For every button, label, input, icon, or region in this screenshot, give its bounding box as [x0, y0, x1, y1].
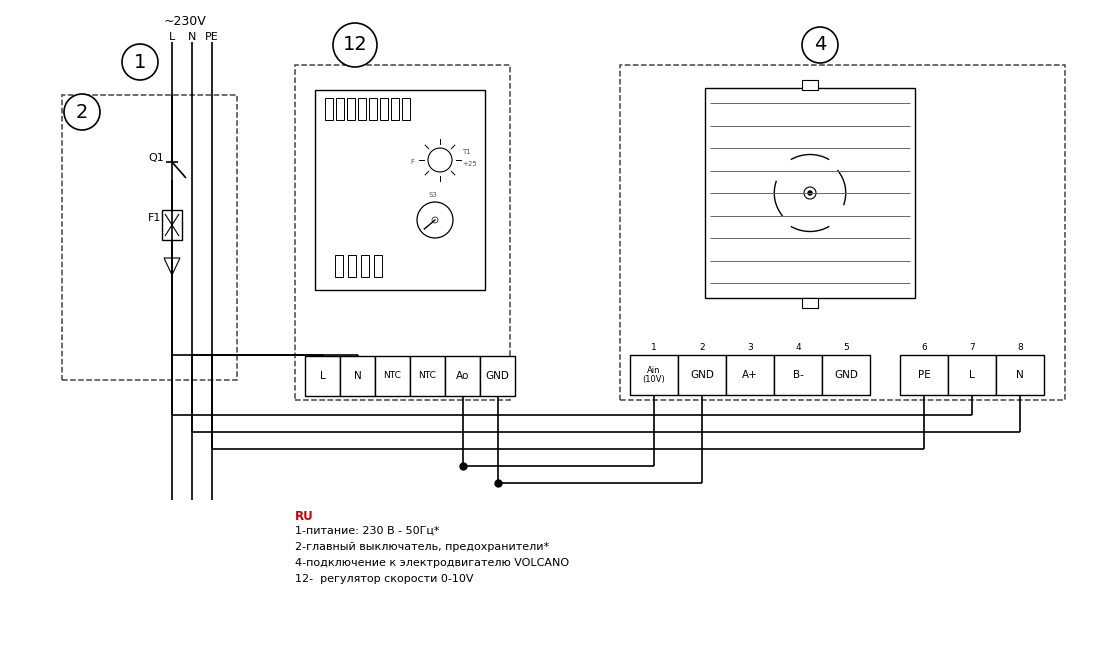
Bar — [402, 98, 410, 120]
Text: +25: +25 — [462, 161, 476, 167]
Circle shape — [802, 27, 838, 63]
Text: NTC: NTC — [418, 371, 436, 380]
Text: L: L — [969, 370, 975, 380]
Bar — [162, 210, 182, 240]
Text: 4-подключение к электродвигателю VOLCANO: 4-подключение к электродвигателю VOLCANO — [295, 558, 569, 568]
Text: RU: RU — [295, 510, 314, 523]
Text: 6: 6 — [921, 342, 927, 351]
Text: 1: 1 — [134, 52, 146, 72]
Text: PE: PE — [205, 32, 219, 42]
Text: 4: 4 — [795, 342, 800, 351]
Bar — [369, 98, 377, 120]
Text: 3: 3 — [747, 342, 752, 351]
Bar — [410, 356, 445, 396]
Bar — [620, 65, 1065, 400]
Bar — [802, 80, 818, 90]
Circle shape — [804, 187, 816, 199]
Text: A+: A+ — [742, 370, 758, 380]
Text: 2: 2 — [76, 102, 88, 122]
Text: Q1: Q1 — [148, 153, 163, 163]
Circle shape — [432, 217, 438, 223]
Bar — [315, 90, 485, 290]
Text: N: N — [353, 371, 361, 381]
Bar — [347, 98, 356, 120]
Text: F1: F1 — [148, 213, 161, 223]
Text: 12-  регулятор скорости 0-10V: 12- регулятор скорости 0-10V — [295, 574, 474, 584]
Text: PE: PE — [918, 370, 930, 380]
Text: N: N — [1016, 370, 1024, 380]
Bar — [705, 88, 915, 298]
Circle shape — [808, 191, 812, 195]
Circle shape — [417, 202, 453, 238]
Bar — [348, 255, 356, 277]
Bar — [822, 355, 870, 395]
Text: GND: GND — [690, 370, 714, 380]
Bar — [325, 98, 333, 120]
Circle shape — [122, 44, 158, 80]
Text: ~230V: ~230V — [163, 15, 207, 28]
Text: 5: 5 — [843, 342, 849, 351]
Bar — [380, 98, 388, 120]
Bar — [337, 98, 344, 120]
Bar — [61, 95, 237, 380]
Bar — [996, 355, 1044, 395]
Text: F: F — [410, 159, 414, 165]
Text: GND: GND — [485, 371, 510, 381]
Text: T1: T1 — [462, 149, 471, 155]
Text: 1-питание: 230 В - 50Гц*: 1-питание: 230 В - 50Гц* — [295, 526, 439, 536]
Text: 8: 8 — [1017, 342, 1023, 351]
Bar — [358, 98, 366, 120]
Bar — [375, 356, 410, 396]
Text: GND: GND — [834, 370, 858, 380]
Bar — [726, 355, 774, 395]
Bar — [802, 298, 818, 308]
Circle shape — [64, 94, 100, 130]
Text: B-: B- — [793, 370, 804, 380]
Bar — [391, 98, 399, 120]
Bar — [774, 355, 822, 395]
Bar — [900, 355, 948, 395]
Text: 12: 12 — [342, 36, 368, 54]
Polygon shape — [164, 258, 180, 275]
Bar — [361, 255, 369, 277]
Bar — [631, 355, 678, 395]
Text: 7: 7 — [969, 342, 975, 351]
Bar — [445, 356, 480, 396]
Circle shape — [333, 23, 377, 67]
Bar — [375, 255, 382, 277]
Text: Ain
(10V): Ain (10V) — [643, 366, 665, 384]
Text: Ao: Ao — [456, 371, 470, 381]
Bar — [480, 356, 515, 396]
Text: 4: 4 — [814, 36, 826, 54]
Text: L: L — [320, 371, 325, 381]
Bar — [305, 356, 340, 396]
Bar — [295, 65, 510, 400]
Bar — [340, 356, 375, 396]
Text: 2: 2 — [699, 342, 704, 351]
Circle shape — [428, 148, 452, 172]
Bar — [678, 355, 726, 395]
Text: L: L — [169, 32, 176, 42]
Bar — [335, 255, 343, 277]
Bar — [948, 355, 996, 395]
Text: 2-главный выключатель, предохранители*: 2-главный выключатель, предохранители* — [295, 542, 549, 552]
Text: NTC: NTC — [383, 371, 401, 380]
Text: N: N — [188, 32, 196, 42]
Text: S3: S3 — [428, 192, 437, 198]
Text: 1: 1 — [651, 342, 657, 351]
